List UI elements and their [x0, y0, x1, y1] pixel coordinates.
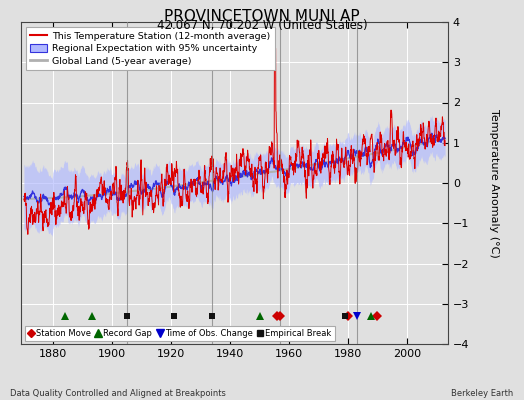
Y-axis label: Temperature Anomaly (°C): Temperature Anomaly (°C)	[489, 109, 499, 257]
Legend: Station Move, Record Gap, Time of Obs. Change, Empirical Break: Station Move, Record Gap, Time of Obs. C…	[25, 326, 335, 342]
Text: Berkeley Earth: Berkeley Earth	[451, 389, 514, 398]
Text: Data Quality Controlled and Aligned at Breakpoints: Data Quality Controlled and Aligned at B…	[10, 389, 226, 398]
Text: PROVINCETOWN MUNI AP: PROVINCETOWN MUNI AP	[164, 9, 360, 24]
Text: 42.067 N, 70.202 W (United States): 42.067 N, 70.202 W (United States)	[157, 19, 367, 32]
